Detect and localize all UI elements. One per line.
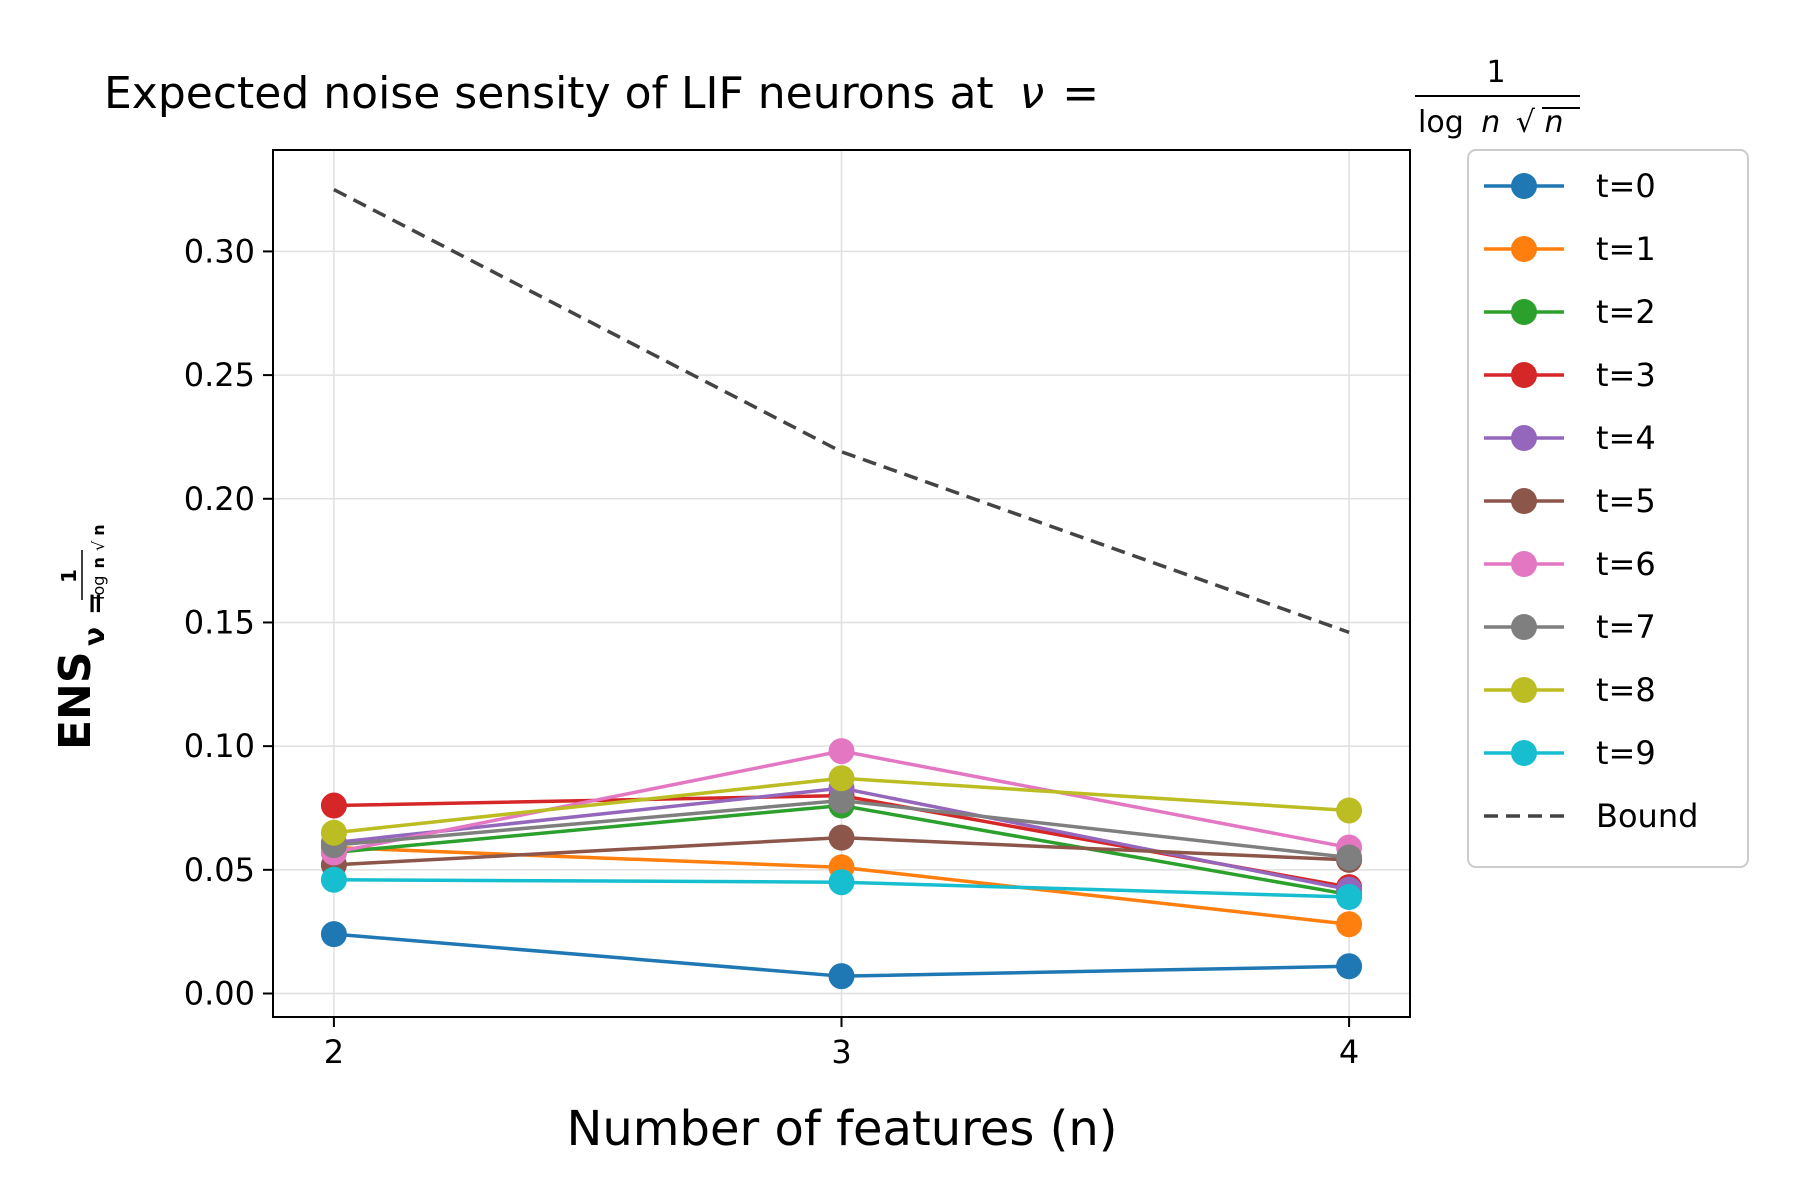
legend-item: t=1	[1484, 230, 1656, 268]
y-tick-label: 0.00	[184, 975, 255, 1013]
bound-series	[333, 188, 1350, 635]
data-point	[320, 819, 347, 846]
legend-marker	[1511, 677, 1537, 703]
data-point	[828, 963, 855, 990]
chart-title: Expected noise sensity of LIF neurons at…	[104, 68, 1099, 119]
y-tick-label: 0.05	[184, 851, 255, 889]
x-tick-label: 3	[831, 1033, 851, 1071]
data-point	[1336, 911, 1363, 938]
legend-marker	[1511, 551, 1537, 577]
legend-label: t=6	[1596, 545, 1656, 583]
data-point	[320, 921, 347, 948]
legend-label: t=2	[1596, 293, 1656, 331]
data-point	[320, 792, 347, 819]
legend-marker	[1511, 425, 1537, 451]
legend-item: t=8	[1484, 671, 1656, 709]
series-t-8	[320, 765, 1363, 846]
data-point	[1336, 884, 1363, 911]
y-tick-label: 0.15	[184, 603, 255, 641]
legend-label: t=5	[1596, 482, 1656, 520]
data-point	[828, 738, 855, 765]
x-tick-label: 4	[1339, 1033, 1359, 1071]
data-point	[828, 765, 855, 792]
legend-item: t=2	[1484, 293, 1656, 331]
data-point	[828, 787, 855, 814]
legend-marker	[1511, 236, 1537, 262]
legend-marker	[1511, 173, 1537, 199]
y-axis-label: ENS ν = 1 log n √ n	[50, 524, 111, 750]
legend-marker	[1511, 362, 1537, 388]
legend-label: t=0	[1596, 167, 1656, 205]
svg-text:ENS: ENS	[50, 651, 101, 750]
legend-marker	[1511, 740, 1537, 766]
data-point	[828, 824, 855, 851]
svg-text:log n √ n: log n √ n	[1418, 105, 1564, 140]
chart-title-fraction: 1 log n √ n	[1415, 55, 1580, 140]
legend-label: t=1	[1596, 230, 1656, 268]
legend-label: t=3	[1596, 356, 1656, 394]
legend-item: t=4	[1484, 419, 1656, 457]
legend-label: Bound	[1596, 797, 1698, 835]
legend: t=0 t=1 t=2 t=3 t=4 t=5 t=6 t=7 t=8 t=9 Bound	[1467, 149, 1749, 868]
data-point	[1336, 844, 1363, 871]
data-point	[1336, 953, 1363, 980]
y-tick-label: 0.10	[184, 727, 255, 765]
data-point	[828, 869, 855, 896]
legend-box	[1467, 149, 1749, 868]
legend-label: t=8	[1596, 671, 1656, 709]
legend-label: t=9	[1596, 734, 1656, 772]
legend-item: t=0	[1484, 167, 1656, 205]
y-tick-label: 0.20	[184, 480, 255, 518]
legend-item: t=5	[1484, 482, 1656, 520]
y-tick-label: 0.30	[184, 232, 255, 270]
legend-item: Bound	[1484, 797, 1698, 835]
series-group	[320, 738, 1363, 990]
legend-marker	[1511, 614, 1537, 640]
series-t-9	[320, 866, 1363, 911]
legend-label: t=4	[1596, 419, 1656, 457]
data-point	[320, 866, 347, 893]
svg-text:1: 1	[1486, 55, 1505, 90]
grid	[273, 150, 1410, 1017]
svg-text:ν =: ν =	[78, 592, 111, 646]
svg-text:log n √ n: log n √ n	[89, 524, 108, 600]
axis-ticks: 2 3 4 0.00 0.05 0.10 0.15 0.20 0.25 0.30	[184, 232, 1360, 1071]
bound-line	[333, 188, 1350, 635]
legend-item: t=9	[1484, 734, 1656, 772]
series-t-0	[320, 921, 1363, 990]
legend-item: t=7	[1484, 608, 1656, 646]
y-tick-label: 0.25	[184, 356, 255, 394]
data-point	[1336, 797, 1363, 824]
legend-label: t=7	[1596, 608, 1656, 646]
legend-marker	[1511, 299, 1537, 325]
x-axis-label: Number of features (n)	[566, 1101, 1117, 1157]
svg-text:1: 1	[57, 569, 81, 583]
x-tick-label: 2	[324, 1033, 344, 1071]
legend-item: t=6	[1484, 545, 1656, 583]
legend-marker	[1511, 488, 1537, 514]
legend-item: t=3	[1484, 356, 1656, 394]
